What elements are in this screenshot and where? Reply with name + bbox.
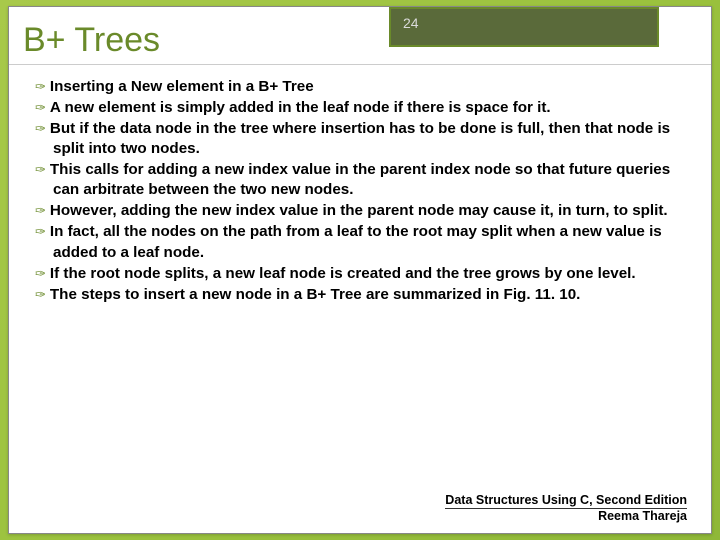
slide-footer: Data Structures Using C, Second Edition … bbox=[445, 493, 687, 525]
bullet-item: If the root node splits, a new leaf node… bbox=[35, 264, 685, 284]
bullet-item: A new element is simply added in the lea… bbox=[35, 98, 685, 118]
slide-container: B+ Trees 24 Inserting a New element in a… bbox=[8, 6, 712, 534]
footer-author: Reema Thareja bbox=[598, 509, 687, 523]
bullet-item: But if the data node in the tree where i… bbox=[35, 119, 685, 159]
bullet-item: However, adding the new index value in t… bbox=[35, 201, 685, 221]
slide-content: Inserting a New element in a B+ Tree A n… bbox=[9, 65, 711, 312]
bullet-item: This calls for adding a new index value … bbox=[35, 160, 685, 200]
bullet-item: Inserting a New element in a B+ Tree bbox=[35, 77, 685, 97]
page-number: 24 bbox=[403, 15, 419, 31]
footer-book-title: Data Structures Using C, Second Edition bbox=[445, 493, 687, 510]
bullet-item: In fact, all the nodes on the path from … bbox=[35, 222, 685, 262]
slide-header: B+ Trees 24 bbox=[9, 7, 711, 65]
slide-title: B+ Trees bbox=[23, 21, 160, 60]
page-number-badge: 24 bbox=[389, 7, 659, 47]
bullet-item: The steps to insert a new node in a B+ T… bbox=[35, 285, 685, 305]
